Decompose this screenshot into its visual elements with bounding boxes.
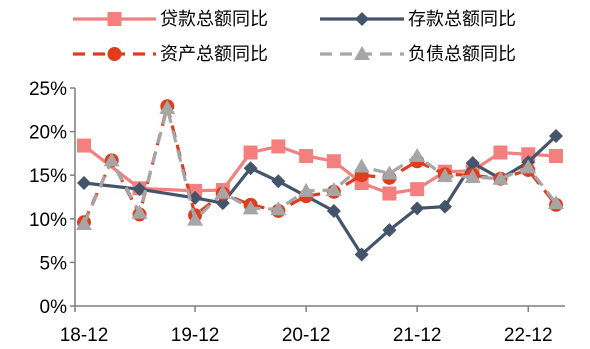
legend-item: 资产总额同比 xyxy=(73,44,268,65)
data-point xyxy=(76,216,92,231)
data-point xyxy=(131,204,148,219)
data-point xyxy=(382,223,397,238)
data-point xyxy=(299,149,314,164)
y-tick-label: 15% xyxy=(29,166,67,187)
data-point xyxy=(410,182,425,197)
data-point xyxy=(271,174,286,189)
legend-item: 负债总额同比 xyxy=(320,44,516,65)
x-tick-label: 22-12 xyxy=(504,325,553,346)
legend-marker xyxy=(354,46,370,60)
data-point xyxy=(188,190,203,205)
data-point xyxy=(159,100,176,115)
legend-item: 贷款总额同比 xyxy=(73,9,268,30)
x-tick-label: 19-12 xyxy=(171,325,220,346)
data-point xyxy=(520,159,537,174)
y-tick-label: 10% xyxy=(29,210,67,231)
legend-label: 资产总额同比 xyxy=(160,44,268,65)
data-point xyxy=(492,170,509,185)
data-point xyxy=(493,145,508,160)
data-point xyxy=(270,201,287,216)
data-point xyxy=(103,152,120,167)
legend-label: 负债总额同比 xyxy=(408,44,516,65)
data-point xyxy=(243,161,258,176)
data-point xyxy=(326,154,341,169)
data-point xyxy=(354,247,369,262)
data-point xyxy=(548,195,564,210)
data-point xyxy=(215,196,230,211)
data-point xyxy=(243,145,258,160)
axes: 0% 5% 10% 15% 20% 25% 18-12 19-12 20-12 21-12 22-1… xyxy=(29,79,565,346)
series-line xyxy=(83,134,558,257)
series xyxy=(76,100,564,231)
series-layer xyxy=(76,99,564,262)
legend-marker xyxy=(107,12,122,26)
y-tick-label: 5% xyxy=(40,253,68,274)
data-point xyxy=(409,148,426,163)
data-point xyxy=(465,155,480,170)
legend-marker xyxy=(107,47,122,61)
y-tick-label: 20% xyxy=(29,123,67,144)
data-point xyxy=(464,168,481,183)
x-tick-label: 21-12 xyxy=(393,325,442,346)
legend-label: 存款总额同比 xyxy=(408,9,516,30)
data-point xyxy=(382,186,397,201)
x-tick-label: 20-12 xyxy=(282,325,331,346)
legend-label: 贷款总额同比 xyxy=(160,9,268,30)
series-line xyxy=(83,144,557,196)
legend-item: 存款总额同比 xyxy=(320,9,516,30)
data-point xyxy=(549,149,563,164)
data-point xyxy=(437,199,452,214)
data-point xyxy=(214,184,231,199)
x-tick-label: 18-12 xyxy=(60,325,109,346)
data-point xyxy=(187,211,204,226)
data-point xyxy=(549,128,563,143)
y-tick-label: 0% xyxy=(40,297,68,318)
data-point xyxy=(77,176,91,191)
legend-marker xyxy=(355,12,369,26)
data-point xyxy=(271,139,286,154)
data-point xyxy=(381,165,398,180)
data-point xyxy=(353,158,370,173)
data-point xyxy=(77,138,91,153)
data-point xyxy=(325,182,342,197)
data-point xyxy=(132,182,147,197)
series-line xyxy=(82,106,558,225)
data-point xyxy=(298,182,315,197)
data-point xyxy=(410,201,425,216)
data-point xyxy=(242,200,259,215)
data-point xyxy=(436,168,453,183)
series xyxy=(77,99,563,230)
data-point xyxy=(326,203,341,218)
y-tick-label: 25% xyxy=(29,79,67,100)
